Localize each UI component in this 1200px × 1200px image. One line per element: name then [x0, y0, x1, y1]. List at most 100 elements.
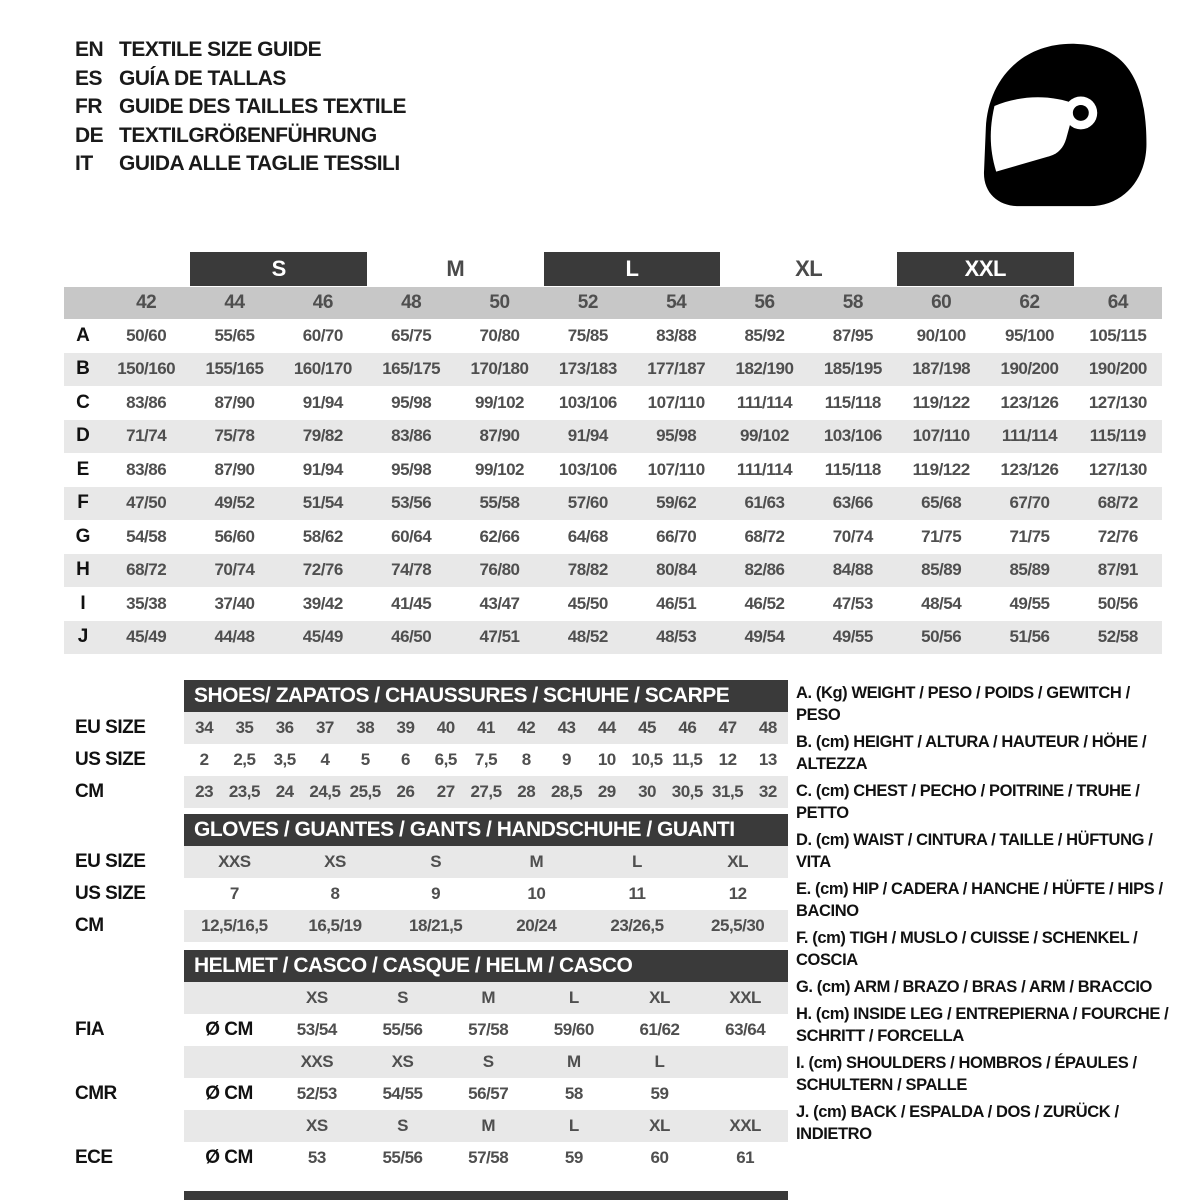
- size-cell: 74/78: [391, 560, 432, 580]
- helmet-icon: [972, 34, 1162, 216]
- helmet-value: 54/55: [382, 1084, 423, 1103]
- size-cell: 95/98: [656, 426, 697, 446]
- helmet-value: 63/64: [725, 1020, 766, 1039]
- size-group-M: M: [446, 256, 465, 281]
- size-cell: S: [430, 852, 442, 871]
- table-row: F 47/50 49/52 51/54 53/56 55/58 57/60 59/62 61/6…: [64, 486, 1162, 520]
- table-row: G 54/58 56/60 58/62 60/64 62/66 64/68 66/70 68/7…: [64, 520, 1162, 554]
- shoes-table: SHOES/ ZAPATOS / CHAUSSURES / SCHUHE / S…: [64, 680, 788, 808]
- size-cell: 39: [396, 718, 415, 737]
- gloves-table: GLOVES / GUANTES / GANTS / HANDSCHUHE / …: [64, 814, 788, 942]
- size-cell: 84/88: [832, 560, 874, 580]
- size-cell: 48/52: [567, 627, 609, 647]
- size-cell: 46: [678, 718, 697, 737]
- size-cell: 85/89: [1009, 560, 1050, 580]
- size-cell: 42: [517, 718, 536, 737]
- size-cell: 72/76: [302, 560, 344, 580]
- size-cell: 4: [320, 750, 330, 769]
- size-cell: 41/45: [391, 593, 432, 613]
- table-row: A 50/60 55/65 60/70 65/75 70/80 75/85 83/88 85/9…: [64, 319, 1162, 353]
- size-cell: 70/74: [832, 526, 874, 546]
- size-cell: 28,5: [550, 782, 583, 801]
- size-number: 54: [666, 292, 687, 313]
- size-cell: 11,5: [672, 750, 703, 769]
- language-code: EN: [75, 38, 104, 61]
- size-cell: 170/180: [470, 359, 529, 379]
- size-cell: 10,5: [631, 750, 664, 769]
- size-cell: 10: [597, 750, 616, 769]
- helmet-size: XS: [391, 1052, 414, 1071]
- size-cell: 30,5: [671, 782, 704, 801]
- standard-label: ECE: [75, 1147, 113, 1168]
- size-cell: 51/56: [1009, 627, 1050, 647]
- size-cell: 45: [638, 718, 657, 737]
- helmet-value: 53: [307, 1148, 326, 1167]
- language-code: IT: [75, 152, 93, 175]
- size-cell: 43: [557, 718, 576, 737]
- size-cell: 187/198: [912, 359, 971, 379]
- size-cell: 46/51: [656, 593, 697, 613]
- size-cell: 95/98: [391, 392, 432, 412]
- table-row: J 45/49 44/48 45/49 46/50 47/51 48/52 48/53 49/5…: [64, 620, 1162, 654]
- size-cell: 71/75: [1009, 526, 1050, 546]
- size-cell: M: [529, 852, 544, 871]
- table-row: E 83/86 87/90 91/94 95/98 99/102 103/106 107/11…: [64, 453, 1162, 487]
- size-number: 58: [842, 292, 864, 313]
- legend-item: E. (cm) HIP / CADERA / HANCHE / HÜFTE / …: [796, 880, 1163, 920]
- size-cell: 127/130: [1088, 392, 1147, 412]
- size-cell: 95/100: [1004, 325, 1055, 345]
- size-cell: 80/84: [656, 560, 697, 580]
- table-row: C 83/86 87/90 91/94 95/98 99/102 103/106 107/11…: [64, 386, 1162, 420]
- row-letter: C: [76, 391, 90, 413]
- size-cell: 49/55: [1009, 593, 1050, 613]
- helmet-value: 61: [736, 1148, 755, 1167]
- size-number: 60: [931, 292, 952, 313]
- size-cell: 53/56: [391, 493, 432, 513]
- size-cell: XS: [324, 852, 346, 871]
- size-group-row: S M L XL XXL: [64, 252, 1162, 286]
- row-letter: A: [76, 324, 90, 346]
- table-row: B 150/160 155/165 160/170 165/175 170/180 173/…: [64, 352, 1162, 386]
- language-row: EN TEXTILE SIZE GUIDE: [75, 36, 406, 65]
- size-cell: 78/82: [567, 560, 609, 580]
- size-cell: 48/54: [921, 593, 962, 613]
- size-cell: 83/86: [126, 459, 167, 479]
- helmet-size: L: [654, 1052, 665, 1071]
- size-cell: 9: [562, 750, 571, 769]
- size-cell: 99/102: [474, 459, 525, 479]
- row-letter: J: [77, 626, 89, 648]
- helmet-size: M: [566, 1052, 581, 1071]
- size-cell: 39/42: [302, 593, 344, 613]
- size-cell: 6: [400, 750, 410, 769]
- size-group-S: S: [190, 252, 367, 286]
- legend-item: J. (cm) BACK / ESPALDA / DOS / ZURÜCK / …: [796, 1103, 1119, 1143]
- size-cell: 123/126: [1000, 392, 1059, 412]
- us-size-row: US SIZE 2 2,5 3,5 4 5 6 6,5 7,5 8 9 10 10,5 11,5 12 13: [64, 744, 788, 776]
- language-code: DE: [75, 123, 104, 147]
- row-letter: I: [80, 592, 86, 614]
- size-cell: 27: [436, 782, 455, 801]
- size-cell: 35: [235, 718, 254, 737]
- size-cell: 27,5: [470, 782, 502, 801]
- size-cell: 47/51: [479, 627, 520, 647]
- size-cell: 12: [728, 884, 747, 903]
- us-size-row-cells: 7 8 9 10 11 12: [184, 878, 788, 910]
- size-cell: XL: [727, 852, 749, 871]
- size-cell: 50/56: [1097, 593, 1139, 613]
- language-row: IT GUIDA ALLE TAGLIE TESSILI: [75, 150, 406, 179]
- size-cell: 12,5/16,5: [201, 916, 268, 935]
- size-number: 52: [577, 292, 599, 313]
- size-cell: 46/50: [391, 627, 432, 647]
- size-cell: 79/82: [302, 426, 344, 446]
- diameter-label: Ø CM: [205, 1147, 253, 1168]
- size-cell: 11: [628, 884, 646, 903]
- helmet-sizes: XS S M L XL XXL: [184, 1110, 788, 1142]
- side-label: EU SIZE: [75, 717, 146, 738]
- size-cell: 150/160: [117, 359, 176, 379]
- size-cell: 59/62: [656, 493, 697, 513]
- size-cell: 25,5: [349, 782, 382, 801]
- legend-item: H. (cm) INSIDE LEG / ENTREPIERNA / FOURC…: [796, 1005, 1169, 1045]
- size-cell: 107/110: [647, 459, 706, 479]
- language-row: FR GUIDE DES TAILLES TEXTILE: [75, 93, 406, 122]
